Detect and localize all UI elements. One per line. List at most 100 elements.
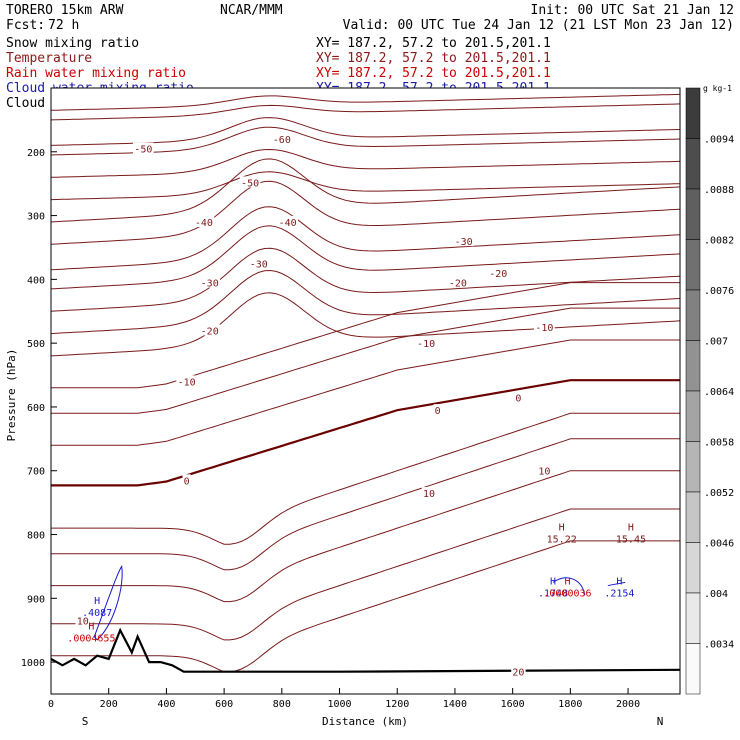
init-time: Init: 00 UTC Sat 21 Jan 12 bbox=[531, 3, 735, 18]
cloud-water-contour bbox=[607, 581, 626, 587]
temperature-contour bbox=[51, 117, 680, 146]
contour-label-bg bbox=[277, 215, 298, 227]
colorbar-label: .0052 bbox=[704, 488, 734, 499]
legend-field-xy: XY= 187.2, 57.2 to 201.5,201.1 bbox=[316, 66, 551, 81]
colorbar-label: .0082 bbox=[704, 236, 734, 247]
contour-label: -40 bbox=[279, 218, 297, 229]
contour-label-bg bbox=[193, 215, 215, 227]
high-marker: H bbox=[559, 523, 565, 534]
contour-label-bg bbox=[176, 375, 197, 387]
temperature-contours bbox=[51, 93, 680, 673]
colorbar-label: .0094 bbox=[704, 135, 734, 146]
colorbar-swatch bbox=[685, 188, 701, 240]
y-axis-label: Pressure (hPa) bbox=[5, 349, 18, 442]
x-axis-label: Distance (km) bbox=[322, 715, 408, 728]
high-value: .1748 bbox=[538, 589, 568, 600]
colorbar: .0094 .0088 .0082 .0076 .007 .0064 .0058 .0052.… bbox=[685, 84, 734, 695]
temperature-contour bbox=[51, 438, 680, 571]
contour-label: -40 bbox=[195, 218, 213, 229]
contour-label-bg bbox=[511, 665, 526, 677]
y-tick-label: 800 bbox=[27, 531, 45, 542]
legend-field-xy: XY= 187.2, 57.2 to 201.5,201.1 bbox=[316, 51, 551, 66]
contour-labels: -60 -50 -50 -40 -40 -30 -30 -30 -20 -20 -20 -10 -10 -… bbox=[67, 133, 646, 679]
x-tick-label: 400 bbox=[157, 699, 175, 710]
contour-label-bg bbox=[537, 464, 552, 476]
colorbar-swatch bbox=[685, 340, 701, 392]
contour-label: -30 bbox=[455, 237, 473, 248]
x-tick-label: 1400 bbox=[443, 699, 467, 710]
right-endpoint-label: N bbox=[657, 715, 664, 728]
colorbar-swatch bbox=[685, 289, 701, 341]
contour-label: 10 bbox=[538, 467, 550, 478]
x-tick-label: 800 bbox=[273, 699, 291, 710]
model-title: TORERO 15km ARW bbox=[6, 3, 124, 18]
legend-field-name: Rain water mixing ratio bbox=[6, 66, 186, 81]
colorbar-label: .007 bbox=[704, 337, 728, 348]
y-tick-label: 700 bbox=[27, 467, 45, 478]
x-tick-label: 1200 bbox=[385, 699, 409, 710]
contour-label: 0 bbox=[435, 406, 441, 417]
high-marker: H bbox=[88, 621, 94, 632]
freezing-level-contour bbox=[51, 379, 680, 487]
colorbar-label: .0088 bbox=[704, 185, 734, 196]
contour-label: 0 bbox=[184, 476, 190, 487]
temperature-contour bbox=[51, 180, 680, 245]
contour-label-bg bbox=[271, 133, 293, 145]
contour-label: 10 bbox=[423, 489, 435, 500]
contour-label-bg bbox=[487, 266, 509, 278]
contour-label: -30 bbox=[201, 279, 219, 290]
temperature-contour bbox=[51, 307, 680, 414]
high-value: .0000036 bbox=[543, 589, 591, 600]
colorbar-label: .0034 bbox=[704, 640, 734, 651]
y-tick-label: 1000 bbox=[21, 658, 45, 669]
high-value: 15.45 bbox=[616, 535, 646, 546]
high-marker: H bbox=[550, 577, 556, 588]
plot-frame bbox=[50, 87, 681, 695]
contour-label-bg bbox=[248, 257, 270, 269]
contour-label: -10 bbox=[417, 339, 435, 350]
contour-label: 20 bbox=[512, 668, 524, 679]
center-title: NCAR/MMM bbox=[220, 3, 283, 18]
contour-label-bg bbox=[534, 321, 555, 333]
high-marker: H bbox=[94, 596, 100, 607]
high-value: .2154 bbox=[604, 589, 634, 600]
colorbar-unit: g kg-1 bbox=[703, 84, 732, 93]
temperature-contour bbox=[51, 470, 680, 603]
colorbar-swatch bbox=[685, 441, 701, 493]
high-marker: H bbox=[564, 577, 570, 588]
temperature-contour bbox=[51, 412, 680, 545]
x-tick-label: 2000 bbox=[616, 699, 640, 710]
x-tick-label: 0 bbox=[48, 699, 54, 710]
colorbar-swatch bbox=[685, 643, 701, 695]
special-fields bbox=[51, 565, 680, 673]
temperature-contour bbox=[51, 282, 680, 389]
y-tick-label: 400 bbox=[27, 275, 45, 286]
contour-label-bg bbox=[421, 487, 437, 499]
colorbar-swatch bbox=[685, 491, 701, 543]
valid-time: Valid: 00 UTC Tue 24 Jan 12 (21 LST Mon … bbox=[343, 18, 734, 33]
temperature-contour bbox=[51, 206, 680, 271]
legend-field-name: Temperature bbox=[6, 51, 92, 66]
temperature-contour bbox=[51, 508, 680, 641]
colorbar-swatch bbox=[685, 138, 701, 190]
temperature-contour bbox=[51, 171, 680, 201]
high-value: 15.22 bbox=[547, 535, 577, 546]
y-tick-label: 500 bbox=[27, 339, 45, 350]
terrain-line bbox=[51, 627, 680, 673]
temperature-contour bbox=[51, 339, 680, 446]
contour-label: -50 bbox=[241, 178, 259, 189]
high-value: .4087 bbox=[82, 608, 112, 619]
colorbar-label: .0076 bbox=[704, 286, 734, 297]
colorbar-swatch bbox=[685, 87, 701, 139]
temperature-contour bbox=[51, 247, 680, 312]
y-tick-label: 900 bbox=[27, 594, 45, 605]
high-value: .0004655 bbox=[67, 633, 115, 644]
contour-label: -20 bbox=[489, 269, 507, 280]
contour-label: -20 bbox=[449, 279, 467, 290]
high-marker: H bbox=[616, 577, 622, 588]
contour-label-bg bbox=[75, 614, 90, 626]
colorbar-label: .0046 bbox=[704, 539, 734, 550]
y-tick-label: 300 bbox=[27, 212, 45, 223]
colorbar-swatch bbox=[685, 390, 701, 442]
